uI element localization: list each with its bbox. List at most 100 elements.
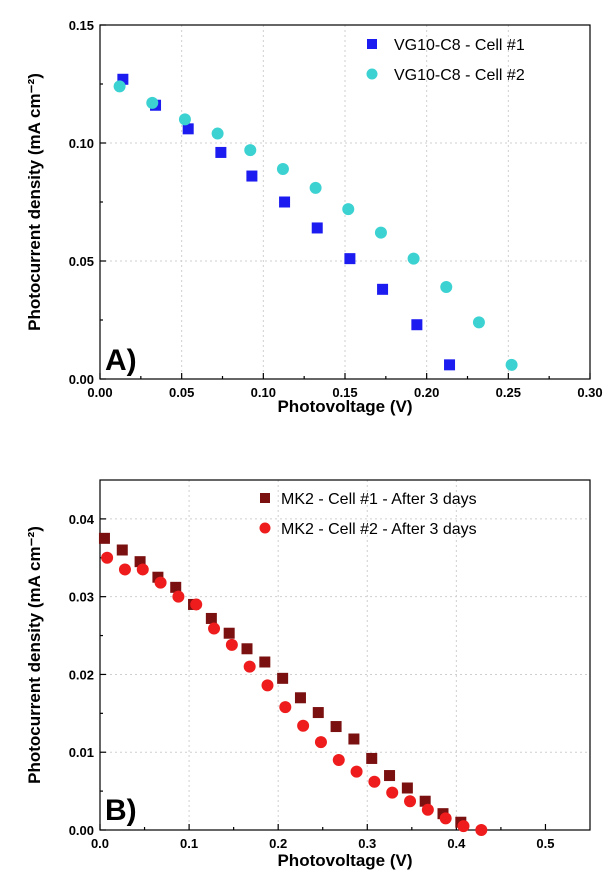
data-point: [208, 622, 221, 635]
x-tick-label: 0.00: [87, 385, 112, 400]
data-point: [421, 803, 434, 816]
data-point: [457, 820, 470, 833]
y-tick-label: 0.00: [69, 823, 94, 838]
y-tick-label: 0.04: [69, 512, 95, 527]
y-tick-label: 0.10: [69, 136, 94, 151]
data-point: [223, 627, 235, 639]
plot-frame: [99, 479, 591, 831]
data-point: [377, 283, 389, 295]
legend: VG10-C8 - Cell #1 VG10-C8 - Cell #2: [366, 37, 525, 84]
y-tick-label: 0.00: [69, 372, 94, 387]
y-tick-label: 0.01: [69, 745, 94, 760]
chart-panel-1: 0.00 0.05 0.10 0.15 0.20 0.25 0.30 0.00 0.05 0.10…: [25, 18, 603, 416]
data-point: [178, 113, 191, 126]
data-point: [384, 770, 396, 782]
y-tick-label: 0.03: [69, 590, 94, 605]
legend-label: MK2 - Cell #2 - After 3 days: [281, 521, 477, 538]
data-point: [118, 563, 131, 576]
data-point: [368, 775, 381, 788]
x-tick-label: 0.1: [180, 836, 198, 851]
data-point: [279, 701, 292, 714]
data-point: [309, 181, 322, 194]
data-point: [472, 316, 485, 329]
x-tick-label: 0.05: [169, 385, 194, 400]
data-point: [182, 123, 194, 135]
x-tick-label: 0.5: [536, 836, 554, 851]
data-point: [246, 170, 258, 182]
data-point: [154, 576, 167, 589]
data-point: [172, 590, 185, 603]
data-point: [261, 679, 274, 692]
data-point: [344, 253, 356, 265]
data-point: [190, 598, 203, 611]
data-point: [386, 786, 399, 799]
data-point: [279, 196, 291, 208]
legend-marker: [366, 68, 378, 80]
data-point: [294, 692, 306, 704]
series-1: [117, 73, 456, 371]
data-point: [407, 252, 420, 265]
y-tick-label: 0.02: [69, 667, 94, 682]
data-point: [330, 721, 342, 733]
series-1: [98, 532, 467, 828]
series-2: [113, 80, 518, 371]
data-point: [404, 795, 417, 808]
data-point: [101, 551, 114, 564]
data-point: [350, 765, 363, 778]
x-axis-title: Photovoltage (V): [277, 851, 412, 870]
data-point: [136, 563, 149, 576]
x-tick-label: 0.0: [91, 836, 109, 851]
data-point: [152, 571, 164, 583]
data-point: [243, 660, 256, 673]
x-tick-label: 0.3: [358, 836, 376, 851]
data-point: [259, 656, 271, 668]
data-point: [215, 146, 227, 158]
data-point: [314, 736, 327, 749]
panel-label: A): [105, 344, 137, 377]
y-tick-label: 0.15: [69, 18, 94, 33]
data-point: [211, 127, 224, 140]
x-tick-label: 0.4: [447, 836, 466, 851]
data-point: [505, 358, 518, 371]
data-point: [146, 96, 159, 109]
data-point: [117, 73, 129, 85]
legend-label: MK2 - Cell #1 - After 3 days: [281, 491, 477, 508]
data-point: [440, 280, 453, 293]
x-tick-label: 0.30: [577, 385, 602, 400]
data-point: [113, 80, 126, 93]
panel-label: B): [105, 794, 137, 827]
x-tick-label: 0.10: [251, 385, 276, 400]
x-tick-label: 0.2: [269, 836, 287, 851]
legend-marker: [367, 39, 377, 49]
x-tick-label: 0.15: [332, 385, 357, 400]
data-point: [348, 733, 360, 745]
legend-label: VG10-C8 - Cell #1: [394, 37, 525, 54]
data-point: [98, 532, 110, 544]
data-point: [366, 752, 378, 764]
data-point: [342, 203, 355, 216]
data-point: [311, 222, 323, 234]
legend-marker: [259, 522, 271, 534]
data-point: [401, 782, 413, 794]
x-tick-label: 0.25: [496, 385, 521, 400]
legend-marker: [260, 493, 270, 503]
data-point: [134, 556, 146, 568]
data-point: [332, 754, 345, 766]
data-point: [205, 612, 217, 624]
data-point: [312, 707, 324, 719]
data-point: [244, 144, 257, 157]
data-point: [444, 359, 456, 371]
x-tick-label: 0.20: [414, 385, 439, 400]
y-axis-title: Photocurrent density (mA cm⁻²): [25, 73, 44, 331]
data-point: [297, 719, 310, 732]
data-point: [439, 812, 452, 825]
data-point: [411, 319, 423, 331]
legend: MK2 - Cell #1 - After 3 days MK2 - Cell #…: [259, 491, 477, 538]
data-point: [116, 544, 128, 556]
legend-label: VG10-C8 - Cell #2: [394, 67, 525, 84]
data-point: [419, 795, 431, 807]
data-point: [276, 162, 289, 175]
data-point: [475, 824, 488, 836]
